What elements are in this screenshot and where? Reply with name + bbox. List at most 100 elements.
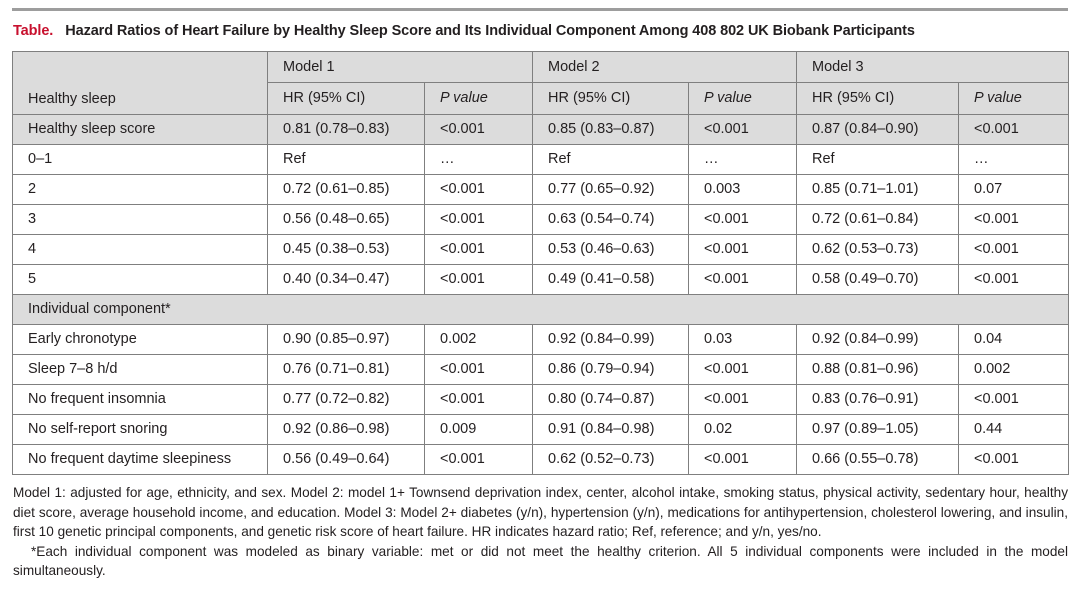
- table-row: 3 0.56 (0.48–0.65) <0.001 0.63 (0.54–0.74) <…: [12, 204, 1069, 235]
- model-3-hr-header: HR (95% CI): [796, 82, 959, 115]
- row-label: No frequent insomnia: [12, 384, 268, 415]
- model-1-p-cell: <0.001: [424, 264, 533, 295]
- table-row: 4 0.45 (0.38–0.53) <0.001 0.53 (0.46–0.63) <…: [12, 234, 1069, 265]
- model-2-hr-cell: 0.53 (0.46–0.63): [532, 234, 689, 265]
- footnote-models: Model 1: adjusted for age, ethnicity, an…: [13, 485, 1068, 540]
- model-1-p-cell: <0.001: [424, 174, 533, 205]
- model-3-p-cell: …: [958, 144, 1069, 175]
- model-3-p-cell: <0.001: [958, 384, 1069, 415]
- row-label: 3: [12, 204, 268, 235]
- model-2-hr-cell: 0.77 (0.65–0.92): [532, 174, 689, 205]
- model-2-p-cell: <0.001: [688, 354, 797, 385]
- table-row: 5 0.40 (0.34–0.47) <0.001 0.49 (0.41–0.58) <…: [12, 264, 1069, 295]
- hazard-ratio-table: Healthy sleep Model 1 Model 2 Model 3 HR…: [12, 51, 1069, 475]
- model-2-hr-cell: 0.91 (0.84–0.98): [532, 414, 689, 445]
- stat-header-row: HR (95% CI) P value HR (95% CI) P value …: [13, 82, 1069, 115]
- model-2-hr-cell: 0.49 (0.41–0.58): [532, 264, 689, 295]
- table-row: Early chronotype 0.90 (0.85–0.97) 0.002 0.9…: [12, 324, 1069, 355]
- table-row: 0–1 Ref… Ref… Ref…: [12, 144, 1069, 175]
- model-1-hr-cell: 0.76 (0.71–0.81): [267, 354, 425, 385]
- model-3-p-cell: <0.001: [958, 204, 1069, 235]
- model-2-p-cell: …: [688, 144, 797, 175]
- model-1-p-cell: …: [424, 144, 533, 175]
- model-2-p-cell: <0.001: [688, 384, 797, 415]
- model-1-p-cell: <0.001: [424, 354, 533, 385]
- model-1-p-cell: 0.002: [424, 324, 533, 355]
- table-footnotes: Model 1: adjusted for age, ethnicity, an…: [13, 483, 1068, 581]
- model-3-hr-cell: 0.62 (0.53–0.73): [796, 234, 959, 265]
- model-2-p-cell: 0.02: [688, 414, 797, 445]
- model-3-p-cell: <0.001: [958, 114, 1069, 145]
- model-3-p-cell: <0.001: [958, 444, 1069, 475]
- model-1-hr-cell: 0.90 (0.85–0.97): [267, 324, 425, 355]
- model-3-hr-cell: 0.87 (0.84–0.90): [796, 114, 959, 145]
- model-2-hr-cell: 0.80 (0.74–0.87): [532, 384, 689, 415]
- row-label: Individual component*: [12, 294, 1069, 325]
- model-2-p-cell: 0.03: [688, 324, 797, 355]
- table-row: No self-report snoring 0.92 (0.86–0.98) 0.…: [12, 414, 1069, 445]
- model-3-p-cell: 0.44: [958, 414, 1069, 445]
- row-header-healthy-sleep: Healthy sleep: [12, 51, 268, 115]
- model-2-hr-cell: 0.86 (0.79–0.94): [532, 354, 689, 385]
- row-label: No frequent daytime sleepiness: [12, 444, 268, 475]
- table-caption: Table. Hazard Ratios of Heart Failure by …: [13, 23, 915, 39]
- model-2-p-header: P value: [688, 82, 797, 115]
- model-1-p-cell: <0.001: [424, 384, 533, 415]
- row-label: 5: [12, 264, 268, 295]
- table-row: Healthy sleep score 0.81 (0.78–0.83) <0.00…: [12, 114, 1069, 145]
- row-label: 0–1: [12, 144, 268, 175]
- model-3-p-cell: <0.001: [958, 234, 1069, 265]
- model-2-p-cell: <0.001: [688, 204, 797, 235]
- row-label: Sleep 7–8 h/d: [12, 354, 268, 385]
- model-1-hr-cell: 0.72 (0.61–0.85): [267, 174, 425, 205]
- model-2-p-cell: <0.001: [688, 114, 797, 145]
- model-3-hr-cell: 0.88 (0.81–0.96): [796, 354, 959, 385]
- table-row: Sleep 7–8 h/d 0.76 (0.71–0.81) <0.001 0.86 …: [12, 354, 1069, 385]
- model-2-p-cell: <0.001: [688, 444, 797, 475]
- model-3-p-cell: 0.07: [958, 174, 1069, 205]
- model-2-header: Model 2: [532, 51, 797, 83]
- model-2-p-cell: <0.001: [688, 234, 797, 265]
- model-2-hr-cell: 0.62 (0.52–0.73): [532, 444, 689, 475]
- table-body: Healthy sleep score 0.81 (0.78–0.83) <0.00…: [12, 114, 1069, 475]
- model-header-row: Healthy sleep Model 1 Model 2 Model 3: [12, 51, 1069, 115]
- model-3-p-cell: <0.001: [958, 264, 1069, 295]
- model-1-hr-header: HR (95% CI): [267, 82, 425, 115]
- model-3-hr-cell: Ref: [796, 144, 959, 175]
- table-label: Table.: [13, 23, 54, 39]
- model-3-header: Model 3: [796, 51, 1069, 83]
- model-3-p-cell: 0.04: [958, 324, 1069, 355]
- model-2-hr-header: HR (95% CI): [532, 82, 689, 115]
- top-rule: [12, 8, 1068, 11]
- model-1-p-cell: <0.001: [424, 204, 533, 235]
- model-1-hr-cell: 0.56 (0.48–0.65): [267, 204, 425, 235]
- model-3-hr-cell: 0.66 (0.55–0.78): [796, 444, 959, 475]
- model-3-hr-cell: 0.97 (0.89–1.05): [796, 414, 959, 445]
- row-label: Early chronotype: [12, 324, 268, 355]
- row-label: Healthy sleep score: [12, 114, 268, 145]
- model-1-hr-cell: Ref: [267, 144, 425, 175]
- model-1-p-cell: <0.001: [424, 234, 533, 265]
- model-3-hr-cell: 0.58 (0.49–0.70): [796, 264, 959, 295]
- table-row: No frequent daytime sleepiness 0.56 (0.49…: [12, 444, 1069, 475]
- model-3-hr-cell: 0.92 (0.84–0.99): [796, 324, 959, 355]
- model-1-p-cell: 0.009: [424, 414, 533, 445]
- model-2-p-cell: 0.003: [688, 174, 797, 205]
- model-2-hr-cell: 0.85 (0.83–0.87): [532, 114, 689, 145]
- table-row: Individual component*: [12, 294, 1069, 325]
- model-1-hr-cell: 0.40 (0.34–0.47): [267, 264, 425, 295]
- model-3-hr-cell: 0.85 (0.71–1.01): [796, 174, 959, 205]
- model-1-hr-cell: 0.77 (0.72–0.82): [267, 384, 425, 415]
- table-row: No frequent insomnia 0.77 (0.72–0.82) <0.0…: [12, 384, 1069, 415]
- model-1-hr-cell: 0.81 (0.78–0.83): [267, 114, 425, 145]
- model-1-hr-cell: 0.56 (0.49–0.64): [267, 444, 425, 475]
- model-3-hr-cell: 0.83 (0.76–0.91): [796, 384, 959, 415]
- footnote-individual-component: *Each individual component was modeled a…: [13, 543, 1068, 579]
- row-label: 4: [12, 234, 268, 265]
- model-2-hr-cell: 0.63 (0.54–0.74): [532, 204, 689, 235]
- row-label: 2: [12, 174, 268, 205]
- model-1-p-cell: <0.001: [424, 114, 533, 145]
- model-1-hr-cell: 0.92 (0.86–0.98): [267, 414, 425, 445]
- row-label: No self-report snoring: [12, 414, 268, 445]
- model-1-header: Model 1: [267, 51, 533, 83]
